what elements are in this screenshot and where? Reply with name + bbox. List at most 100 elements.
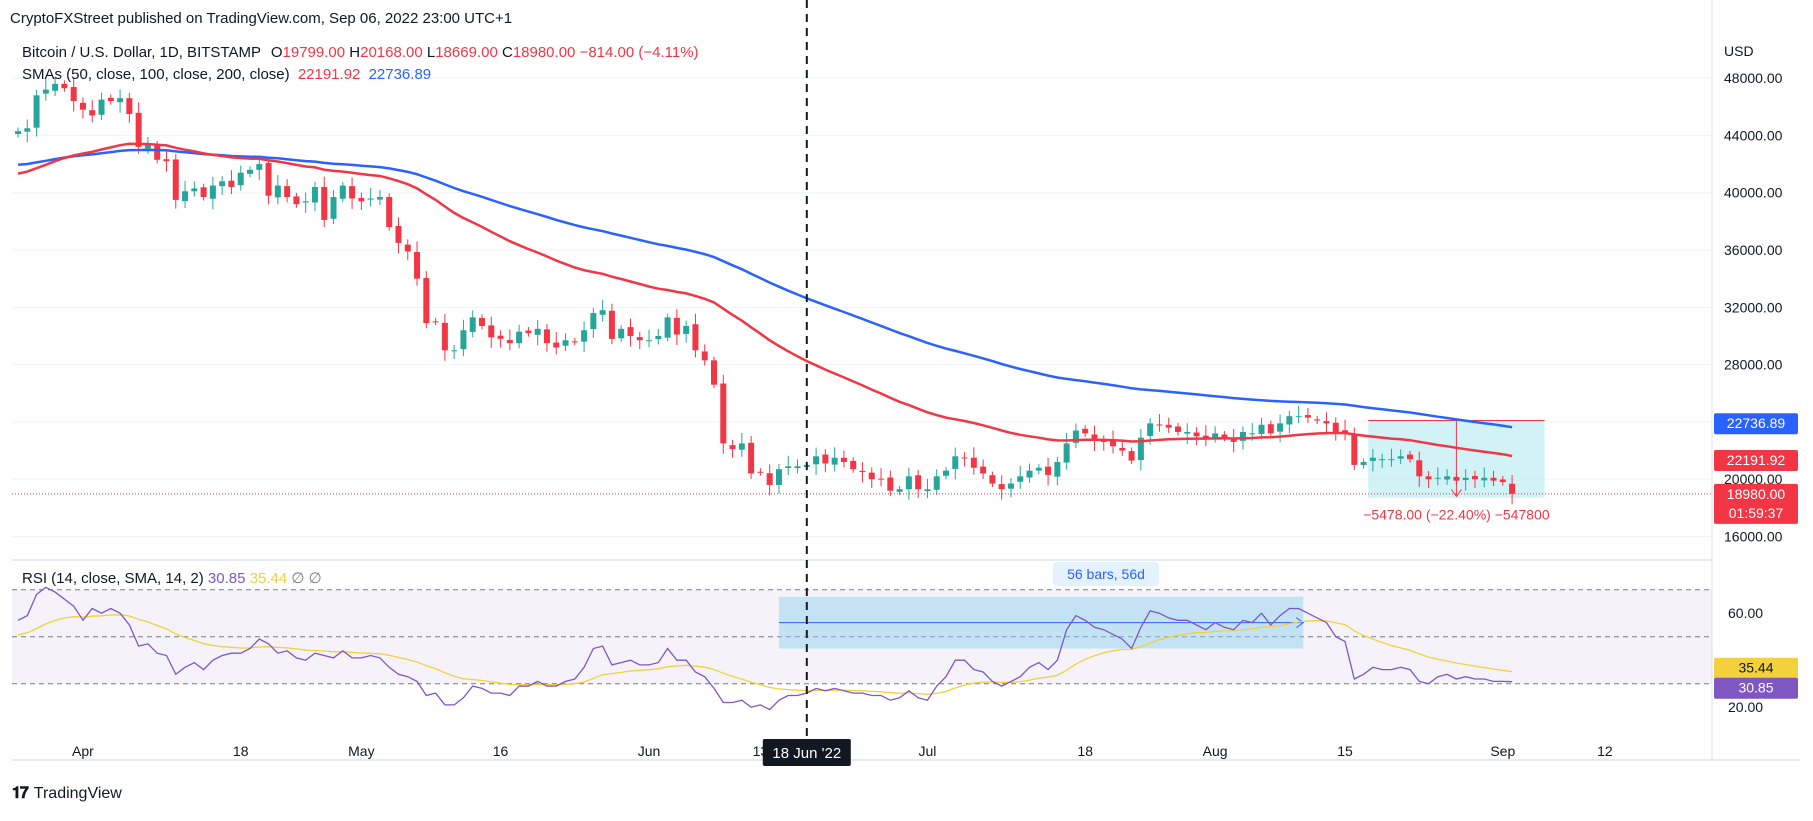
- symbol-title[interactable]: Bitcoin / U.S. Dollar, 1D, BITSTAMP: [22, 44, 261, 61]
- candle-body: [107, 97, 114, 102]
- candle-body: [571, 341, 578, 343]
- sma100-value: 22736.89: [368, 66, 432, 83]
- rsi-sma-badge: 35.44: [1738, 660, 1773, 676]
- published-header: CryptoFXStreet published on TradingView.…: [10, 10, 513, 27]
- footer-brand[interactable]: 𝟏𝟕 TradingView: [12, 785, 122, 803]
- candle-body: [534, 328, 541, 335]
- rsi-line: [17, 586, 1513, 711]
- candle-body: [172, 159, 179, 200]
- rsi-value: 30.85: [207, 570, 246, 587]
- candle-body: [135, 112, 142, 147]
- candle-body: [729, 445, 736, 450]
- candle-body: [1360, 462, 1367, 465]
- candle-body: [117, 98, 124, 103]
- candle-body: [1304, 415, 1311, 418]
- candle-body: [1082, 428, 1089, 434]
- rsi-extra: ∅ ∅: [291, 570, 322, 587]
- candle-body: [646, 340, 653, 342]
- sma100-badge: 22736.89: [1727, 415, 1786, 431]
- candle-body: [1017, 476, 1024, 482]
- candle-body: [1221, 434, 1228, 438]
- candle-body: [989, 475, 996, 484]
- candle-body: [1434, 477, 1441, 479]
- candle-body: [1388, 459, 1395, 461]
- price-badge: 18980.00: [1727, 486, 1786, 502]
- sma-label[interactable]: SMAs (50, close, 100, close, 200, close): [22, 66, 290, 83]
- candle-body: [330, 197, 337, 219]
- candle-body: [339, 185, 346, 199]
- candle-body: [655, 335, 662, 340]
- rsi-badge: 30.85: [1738, 680, 1773, 696]
- candle-body: [692, 324, 699, 351]
- candle-body: [1119, 447, 1126, 451]
- x-tick-label: 18: [233, 743, 249, 759]
- candle-body: [840, 457, 847, 463]
- y-tick-label: 32000.00: [1724, 299, 1783, 315]
- candle-body: [200, 187, 207, 198]
- countdown-badge: 01:59:37: [1729, 505, 1784, 521]
- candle-body: [367, 198, 374, 200]
- candle-body: [1007, 483, 1014, 489]
- candle-body: [349, 186, 356, 199]
- candle-body: [775, 469, 782, 485]
- candle-body: [516, 331, 523, 344]
- rsi-label[interactable]: RSI (14, close, SMA, 14, 2): [22, 570, 204, 587]
- candle-body: [1072, 430, 1079, 443]
- ohlc-low: 18669.00: [435, 44, 498, 61]
- rsi-tick-label: 60.00: [1728, 605, 1763, 621]
- candle-body: [924, 489, 931, 491]
- candle-body: [1499, 479, 1506, 483]
- candle-body: [933, 476, 940, 490]
- candle-body: [627, 327, 634, 336]
- candle-body: [1425, 476, 1432, 480]
- candle-body: [813, 456, 820, 465]
- candle-body: [1351, 434, 1358, 465]
- candle-body: [1100, 440, 1107, 442]
- candle-body: [683, 325, 690, 334]
- date-cursor-label: 18 Jun '22: [772, 745, 841, 762]
- candle-body: [1323, 421, 1330, 424]
- candle-body: [831, 457, 838, 465]
- ohlc-open: 19799.00: [282, 44, 346, 61]
- candle-body: [757, 471, 764, 473]
- candle-body: [395, 225, 402, 243]
- candle-body: [219, 181, 226, 187]
- candle-body: [497, 335, 504, 339]
- sma-legend: SMAs (50, close, 100, close, 200, close)…: [22, 66, 431, 83]
- candle-body: [1490, 477, 1497, 481]
- candle-body: [209, 185, 216, 199]
- candle-body: [488, 325, 495, 338]
- candle-body: [274, 185, 281, 198]
- candle-body: [905, 476, 912, 490]
- candle-body: [144, 144, 151, 149]
- candle-body: [1091, 434, 1098, 441]
- x-tick-label: Jul: [918, 743, 936, 759]
- candle-body: [998, 484, 1005, 490]
- candle-body: [1379, 459, 1386, 461]
- candle-body: [766, 473, 773, 485]
- candle-body: [302, 201, 309, 203]
- candle-body: [1314, 419, 1321, 421]
- measure-arrow-icon: [1450, 489, 1462, 498]
- symbol-legend: Bitcoin / U.S. Dollar, 1D, BITSTAMP O197…: [22, 44, 699, 61]
- candle-body: [61, 83, 68, 89]
- candle-body: [1258, 424, 1265, 434]
- candle-body: [618, 328, 625, 339]
- candle-body: [1471, 476, 1478, 480]
- currency-label[interactable]: USD: [1724, 43, 1754, 59]
- candle-body: [1175, 426, 1181, 432]
- candle-body: [673, 317, 680, 335]
- candle-body: [265, 162, 272, 196]
- candle-body: [915, 475, 922, 490]
- y-tick-label: 44000.00: [1724, 127, 1783, 143]
- candle-body: [1212, 433, 1219, 438]
- candle-body: [720, 383, 727, 444]
- range-label: 56 bars, 56d: [1067, 566, 1145, 582]
- measure-label: −5478.00 (−22.40%) −547800: [1363, 506, 1550, 522]
- rsi-badge-bg: [1714, 677, 1798, 699]
- candle-body: [284, 186, 291, 198]
- candle-body: [543, 329, 550, 344]
- ohlc-low-label: L: [426, 44, 436, 61]
- candle-body: [896, 489, 903, 492]
